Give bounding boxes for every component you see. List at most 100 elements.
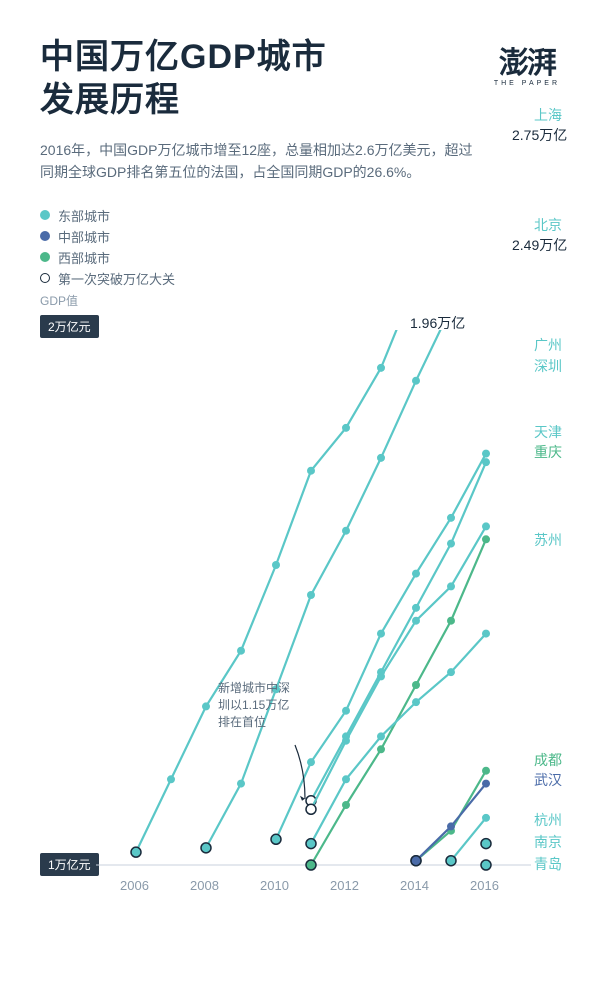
city-label-chongqing: 重庆 bbox=[534, 442, 562, 462]
marker-shenzhen bbox=[482, 458, 490, 466]
marker-nanjing bbox=[481, 839, 491, 849]
city-label-wuhan: 武汉 bbox=[534, 770, 562, 790]
y-axis-label: GDP值 bbox=[40, 292, 78, 309]
marker-tianjin bbox=[482, 522, 490, 530]
callout-guangzhou-value: 1.96万亿 bbox=[410, 313, 465, 333]
marker-wuhan bbox=[447, 822, 455, 830]
x-tick-2006: 2006 bbox=[120, 878, 149, 893]
line-shenzhen bbox=[311, 462, 486, 801]
city-label-shenzhen: 深圳 bbox=[534, 356, 562, 376]
city-label-guangzhou: 广州 bbox=[534, 335, 562, 355]
x-tick-2010: 2010 bbox=[260, 878, 289, 893]
city-label-chengdu: 成都 bbox=[534, 750, 562, 770]
line-guangzhou bbox=[276, 454, 486, 840]
header: 中国万亿GDP城市 发展历程 澎湃 THE PAPER 2016年，中国GDP万… bbox=[0, 0, 600, 184]
marker-suzhou bbox=[377, 732, 385, 740]
marker-suzhou bbox=[412, 698, 420, 706]
marker-chongqing bbox=[342, 801, 350, 809]
line-tianjin bbox=[311, 526, 486, 809]
marker-guangzhou bbox=[377, 630, 385, 638]
marker-beijing bbox=[342, 527, 350, 535]
line-suzhou bbox=[311, 634, 486, 844]
marker-tianjin bbox=[412, 617, 420, 625]
city-value-shanghai: 2.75万亿 bbox=[512, 125, 567, 145]
marker-chengdu bbox=[482, 767, 490, 775]
city-value-beijing: 2.49万亿 bbox=[512, 235, 567, 255]
marker-chongqing bbox=[412, 681, 420, 689]
title-line-1: 中国万亿GDP城市 bbox=[40, 38, 327, 76]
marker-tianjin bbox=[306, 804, 316, 814]
x-tick-2014: 2014 bbox=[400, 878, 429, 893]
chart: GDP值 2万亿元 1万亿元 200620082010201220142016 … bbox=[0, 330, 600, 980]
marker-hangzhou bbox=[482, 814, 490, 822]
marker-shanghai bbox=[272, 561, 280, 569]
marker-shanghai bbox=[342, 424, 350, 432]
line-beijing bbox=[206, 330, 486, 848]
legend: 东部城市 中部城市 西部城市 第一次突破万亿大关 bbox=[0, 184, 600, 288]
marker-guangzhou bbox=[271, 834, 281, 844]
marker-shanghai bbox=[377, 364, 385, 372]
marker-shanghai bbox=[307, 467, 315, 475]
marker-beijing bbox=[377, 454, 385, 462]
marker-wuhan bbox=[482, 780, 490, 788]
legend-dot-east bbox=[40, 210, 50, 220]
line-hangzhou bbox=[451, 818, 486, 861]
subtitle-text: 2016年，中国GDP万亿城市增至12座，总量相加达2.6万亿美元，超过同期全球… bbox=[40, 139, 480, 184]
marker-qingdao bbox=[481, 860, 491, 870]
marker-chongqing bbox=[482, 535, 490, 543]
marker-suzhou bbox=[482, 630, 490, 638]
legend-first: 第一次突破万亿大关 bbox=[40, 269, 560, 288]
marker-suzhou bbox=[306, 839, 316, 849]
marker-chongqing bbox=[447, 617, 455, 625]
callout-shenzhen: 新增城市中深 圳以1.15万亿 排在首位 bbox=[218, 680, 328, 730]
marker-chongqing bbox=[377, 745, 385, 753]
legend-west: 西部城市 bbox=[40, 248, 560, 267]
city-label-beijing: 北京 bbox=[534, 215, 562, 235]
marker-hangzhou bbox=[446, 856, 456, 866]
marker-tianjin bbox=[342, 737, 350, 745]
legend-central: 中部城市 bbox=[40, 227, 560, 246]
legend-label-west: 西部城市 bbox=[58, 248, 110, 267]
marker-shanghai bbox=[202, 702, 210, 710]
marker-suzhou bbox=[447, 668, 455, 676]
title-line-2: 发展历程 bbox=[40, 81, 180, 119]
marker-guangzhou bbox=[342, 707, 350, 715]
marker-tianjin bbox=[447, 582, 455, 590]
marker-tianjin bbox=[377, 672, 385, 680]
marker-shenzhen bbox=[447, 540, 455, 548]
marker-beijing bbox=[237, 780, 245, 788]
marker-chongqing bbox=[306, 860, 316, 870]
marker-wuhan bbox=[411, 856, 421, 866]
x-tick-2012: 2012 bbox=[330, 878, 359, 893]
page-title: 中国万亿GDP城市 发展历程 bbox=[40, 36, 560, 121]
marker-shanghai bbox=[131, 847, 141, 857]
legend-label-first: 第一次突破万亿大关 bbox=[58, 269, 175, 288]
chart-svg bbox=[0, 330, 600, 980]
legend-label-east: 东部城市 bbox=[58, 206, 110, 225]
marker-beijing bbox=[201, 843, 211, 853]
logo-subtext: THE PAPER bbox=[494, 80, 560, 87]
marker-shenzhen bbox=[412, 604, 420, 612]
x-tick-2008: 2008 bbox=[190, 878, 219, 893]
city-label-nanjing: 南京 bbox=[534, 832, 562, 852]
line-wuhan bbox=[416, 784, 486, 861]
city-label-suzhou: 苏州 bbox=[534, 530, 562, 550]
city-label-shanghai: 上海 bbox=[534, 105, 562, 125]
publisher-logo: 澎湃 THE PAPER bbox=[494, 38, 560, 87]
city-label-tianjin: 天津 bbox=[534, 422, 562, 442]
legend-dot-central bbox=[40, 231, 50, 241]
line-chengdu bbox=[416, 771, 486, 861]
marker-guangzhou bbox=[447, 514, 455, 522]
annotation-arrow bbox=[295, 745, 305, 799]
x-tick-2016: 2016 bbox=[470, 878, 499, 893]
marker-suzhou bbox=[342, 775, 350, 783]
marker-guangzhou bbox=[482, 450, 490, 458]
legend-circle-icon bbox=[40, 273, 50, 283]
legend-east: 东部城市 bbox=[40, 206, 560, 225]
logo-text: 澎湃 bbox=[494, 38, 560, 82]
marker-shanghai bbox=[237, 647, 245, 655]
marker-beijing bbox=[307, 591, 315, 599]
marker-guangzhou bbox=[412, 570, 420, 578]
legend-dot-west bbox=[40, 252, 50, 262]
marker-beijing bbox=[412, 377, 420, 385]
